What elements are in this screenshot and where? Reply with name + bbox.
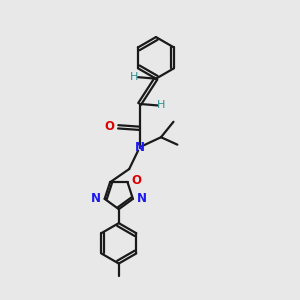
Text: N: N xyxy=(135,141,145,154)
Text: H: H xyxy=(130,72,138,82)
Text: N: N xyxy=(91,192,100,206)
Text: O: O xyxy=(105,120,115,133)
Text: N: N xyxy=(137,192,147,206)
Text: H: H xyxy=(157,100,166,110)
Text: O: O xyxy=(132,174,142,187)
